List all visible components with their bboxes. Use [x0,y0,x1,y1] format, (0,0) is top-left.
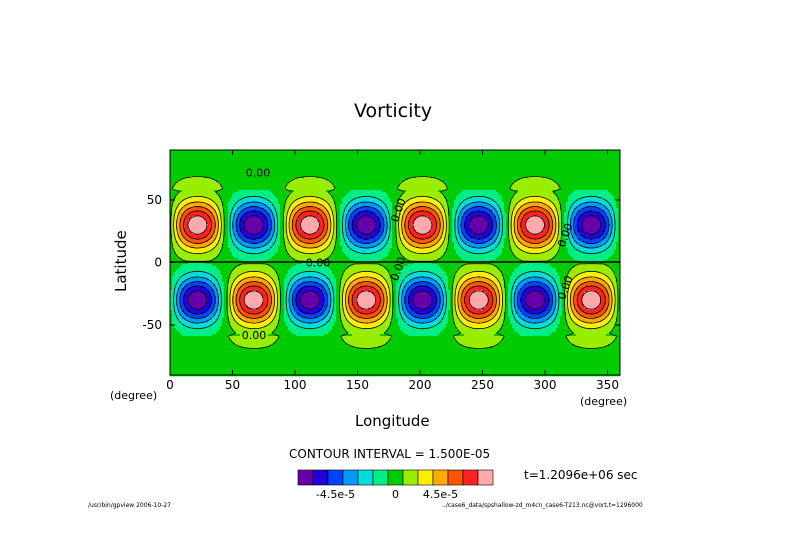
y-tick-label: -50 [142,318,162,332]
colorbar-swatch [403,470,418,485]
footer-source-path: ../case6_data/spshallow-zd_m4cn_case6-T2… [442,502,643,509]
colorbar-swatch [373,470,388,485]
colorbar-swatch [448,470,463,485]
y-axis-unit: (degree) [110,389,157,402]
colorbar-swatch [298,470,313,485]
colorbar-swatch [433,470,448,485]
x-axis-label: Longitude [355,412,430,430]
colorbar-swatch [463,470,478,485]
colorbar-swatch [358,470,373,485]
x-tick-label: 100 [284,378,307,392]
colorbar-tick-label: 0 [392,488,399,501]
colorbar-swatch [313,470,328,485]
y-axis-label: Latitude [112,230,130,292]
chart-title: Vorticity [354,100,432,122]
x-tick-label: 150 [346,378,369,392]
x-tick-label: 250 [471,378,494,392]
contour-label: 0.00 [306,257,331,270]
footer-program-date: /usr/bin/gpview 2006-10-27 [88,502,171,509]
x-tick-label: 350 [596,378,619,392]
x-tick-label: 200 [409,378,432,392]
colorbar-swatch [478,470,493,485]
y-tick-label: 0 [154,256,162,270]
x-tick-label: 0 [166,378,174,392]
x-axis-unit: (degree) [580,395,627,408]
time-label: t=1.2096e+06 sec [524,468,638,482]
colorbar: -4.5e-5 0 4.5e-5 [298,470,493,501]
x-tick-label: 300 [534,378,557,392]
colorbar-swatch [343,470,358,485]
colorbar-swatch [388,470,403,485]
colorbar-tick-label: -4.5e-5 [316,488,355,501]
y-tick-label: 50 [147,193,162,207]
colorbar-swatch [418,470,433,485]
contour-label: 0.00 [242,329,267,342]
colorbar-tick-label: 4.5e-5 [423,488,458,501]
contour-interval-label: CONTOUR INTERVAL = 1.500E-05 [289,447,490,461]
contour-label: 0.00 [246,167,271,180]
x-tick-label: 50 [225,378,240,392]
colorbar-swatch [328,470,343,485]
